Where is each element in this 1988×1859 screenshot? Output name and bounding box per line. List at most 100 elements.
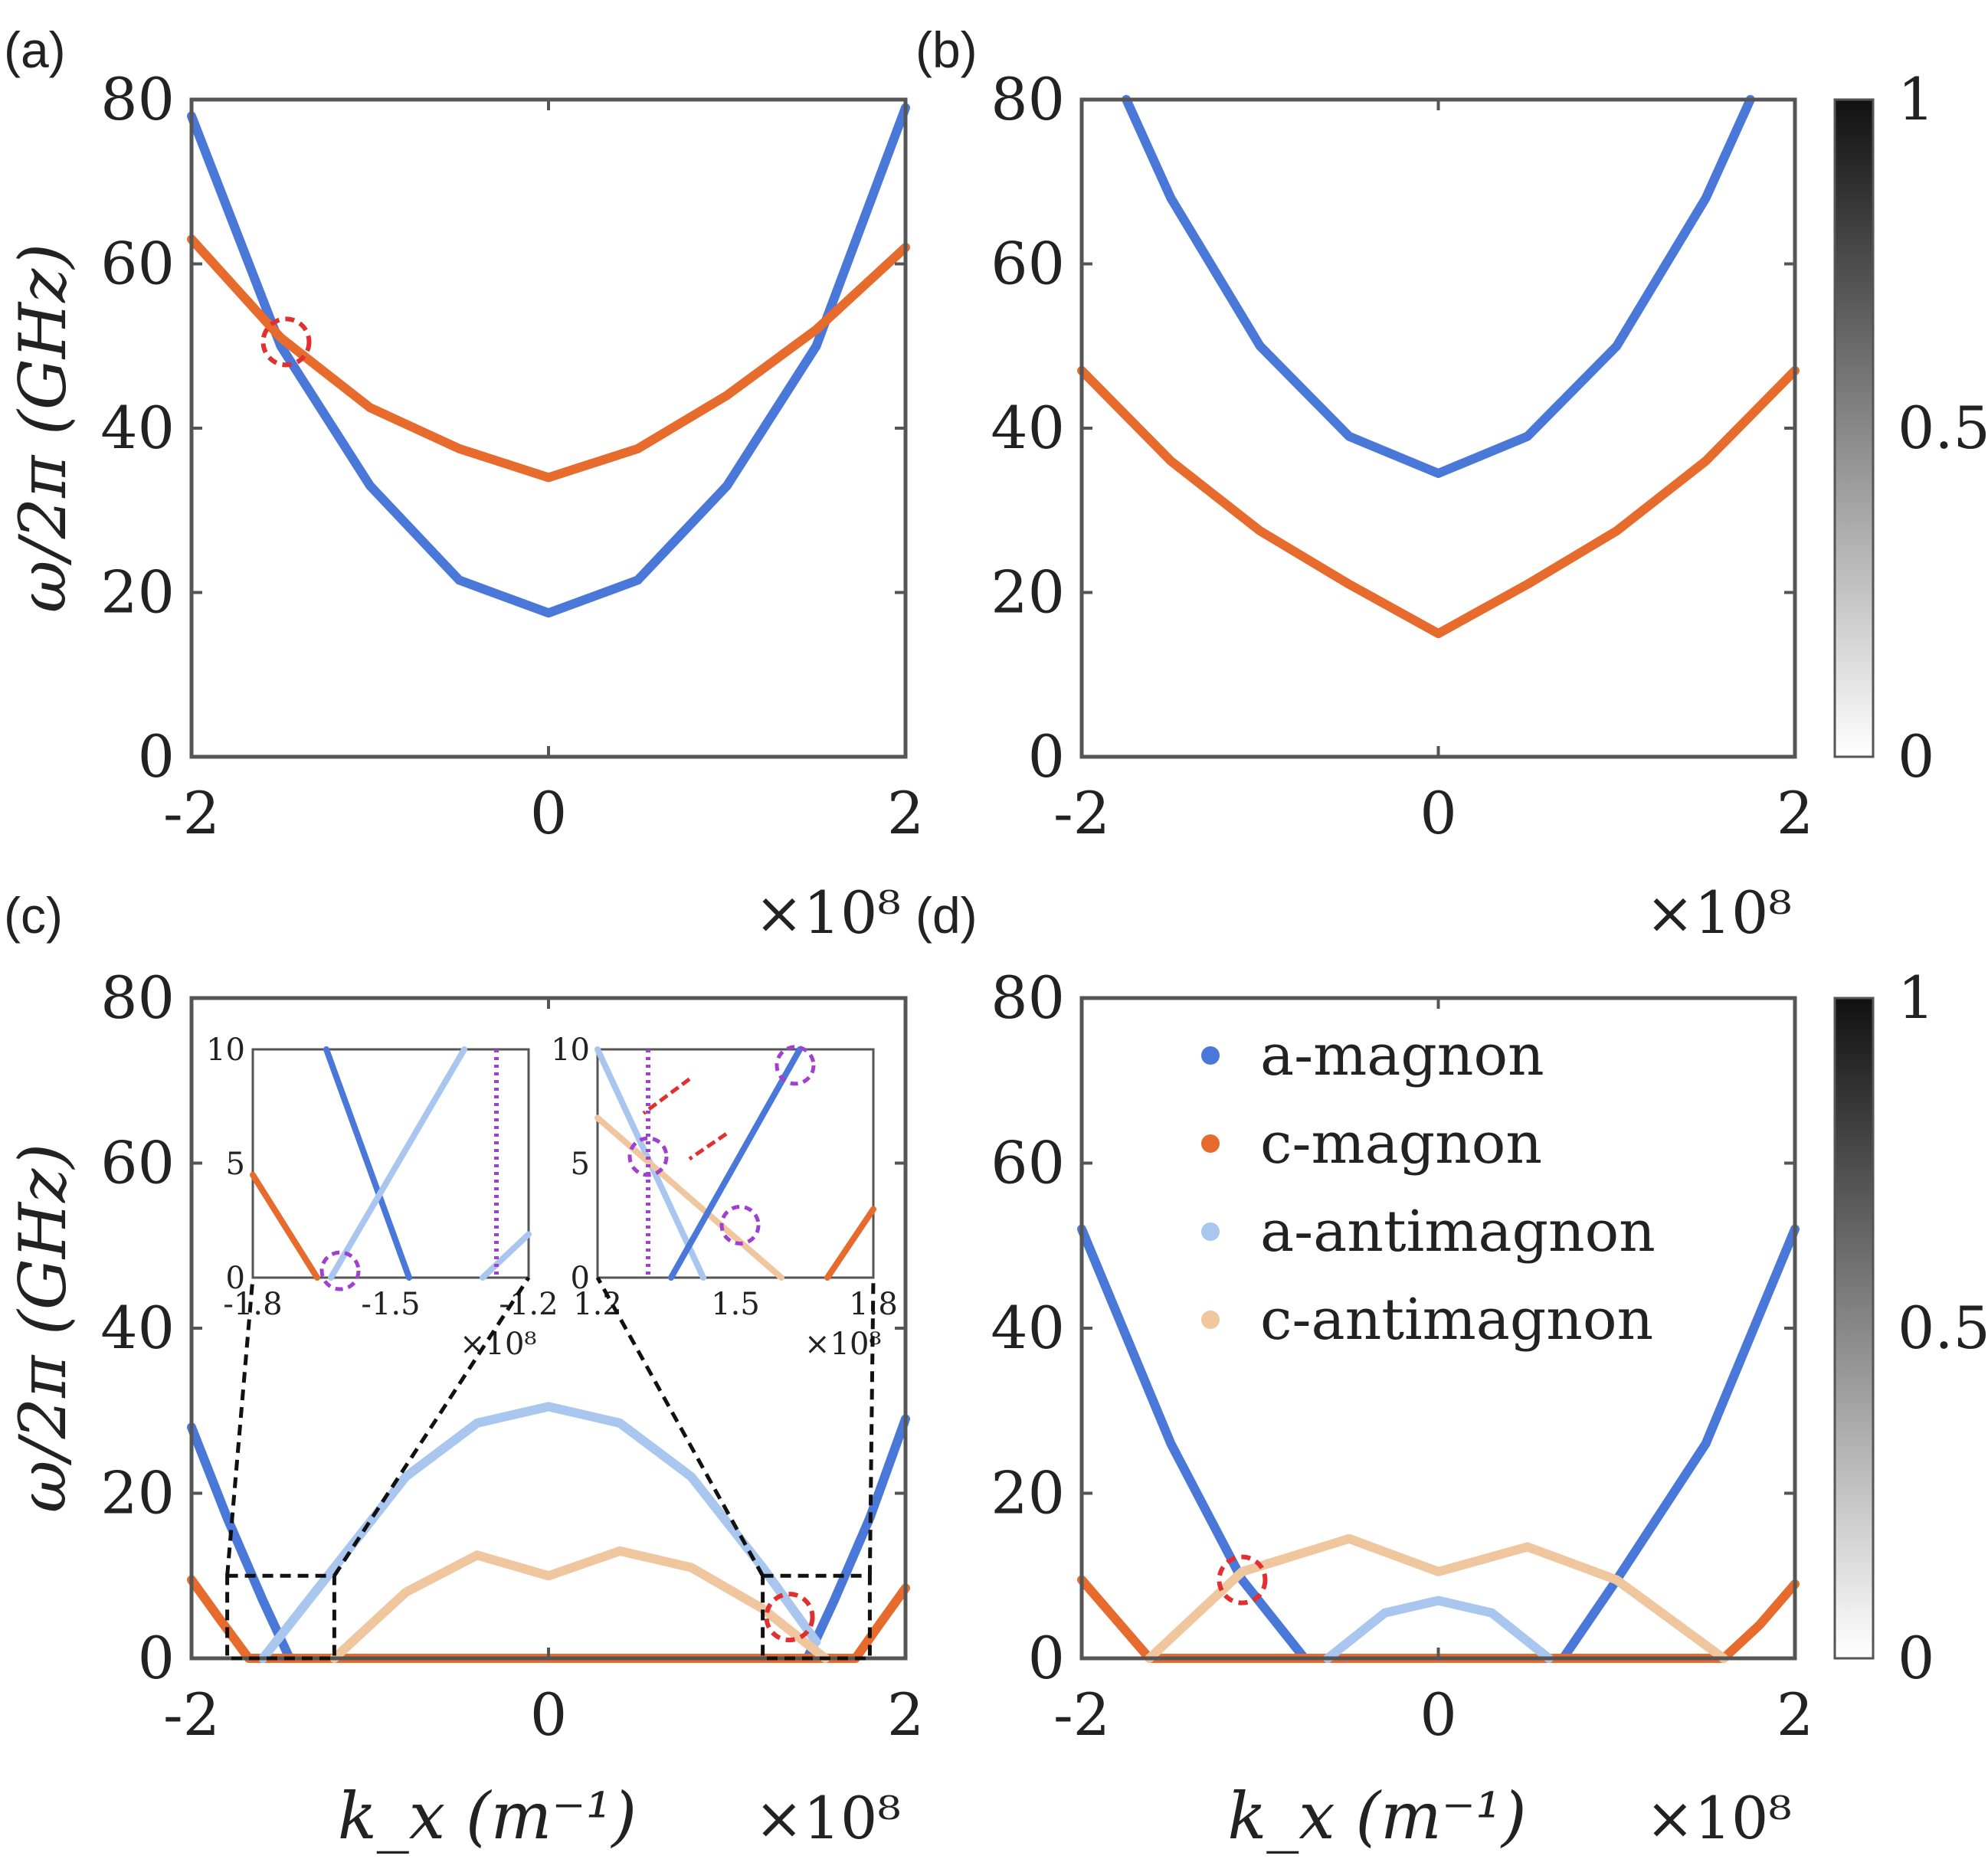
x-tick-label: 0 [530, 779, 567, 847]
legend-marker [1201, 1134, 1220, 1153]
x-tick-label: 0 [1420, 779, 1456, 847]
zoom-connector [225, 1277, 255, 1576]
inset-y-tick-label: 0 [571, 1261, 590, 1296]
panel-label-c: (c) [4, 887, 63, 944]
y-tick-label: 0 [138, 1624, 175, 1692]
inset-highlight-circle [319, 1250, 361, 1291]
inset-y-tick-label: 0 [226, 1261, 245, 1296]
x-multiplier-a: ×10⁸ [755, 879, 901, 947]
y-tick-label: 60 [991, 230, 1065, 298]
series-c-antimagnon-d [1145, 1533, 1728, 1663]
y-tick-label: 80 [991, 65, 1065, 133]
heatmap-background [192, 100, 905, 756]
inset-arrow [642, 1077, 691, 1115]
zoom-region-box [761, 1573, 872, 1661]
heatmap-background [1082, 100, 1794, 756]
crossing-highlight-circle [260, 316, 312, 368]
colorbar-2: 10.50 [1833, 964, 1988, 1692]
panel-label-b: (b) [915, 21, 978, 78]
legend-marker [1201, 1311, 1220, 1329]
inset-highlight-circle [719, 1204, 761, 1245]
x-tick-label: 0 [530, 1681, 567, 1749]
inset-x-multiplier: ×10⁸ [460, 1327, 536, 1362]
colorbar-tick-label: 0 [1898, 1624, 1934, 1692]
x-tick-label: -2 [163, 1681, 220, 1749]
y-tick-label: 60 [991, 1129, 1065, 1197]
colorbar-tick-label: 1 [1898, 65, 1934, 133]
series-c-magnon-b [1077, 365, 1800, 639]
colorbar-1: 10.50 [1833, 65, 1988, 790]
heatmap-background [1082, 999, 1794, 1658]
x-multiplier-d: ×10⁸ [1646, 1784, 1792, 1852]
x-tick-label: 2 [1777, 779, 1813, 847]
y-tick-label: 80 [991, 964, 1065, 1032]
inset-highlight-circle [775, 1045, 816, 1086]
y-tick-label: 20 [991, 558, 1065, 627]
y-tick-label: 20 [100, 558, 175, 627]
series-a-magnon-b [1122, 95, 1755, 478]
inset-series-a-magnon [668, 1046, 803, 1281]
y-tick-label: 40 [991, 394, 1065, 462]
crossing-highlight-circle [1217, 1554, 1268, 1605]
series-c-antimagnon-c [329, 1546, 830, 1663]
inset-series-a-antimagnon [328, 1046, 467, 1281]
zoom-connector [332, 1276, 531, 1577]
y-axis-label-a: ω/2π (GHz) [5, 244, 80, 613]
y-tick-label: 20 [991, 1459, 1065, 1527]
series-c-magnon-a [187, 234, 910, 483]
panel-label-d: (d) [915, 887, 978, 944]
colorbar-tick-label: 0.5 [1898, 394, 1988, 462]
legend-label: c-magnon [1260, 1111, 1542, 1177]
legend-marker [1201, 1046, 1220, 1065]
colorbar-tick-label: 1 [1898, 964, 1934, 1032]
inset-series-c-magnon [250, 1171, 320, 1281]
inset-series-c-antimagnon [594, 1114, 784, 1281]
inset-highlight-circle [627, 1136, 669, 1177]
legend: a-magnon c-magnon a-antimagnon c-antimagnon [1201, 1023, 1656, 1353]
inset-x-multiplier: ×10⁸ [804, 1327, 881, 1362]
inset-series-c-magnon [824, 1206, 876, 1281]
legend-label: c-antimagnon [1260, 1287, 1653, 1353]
x-tick-label: -2 [1053, 1681, 1110, 1749]
y-tick-label: 40 [100, 1294, 175, 1362]
y-tick-label: 0 [138, 722, 175, 790]
x-tick-label: 0 [1420, 1681, 1456, 1749]
colorbar-gradient [1833, 997, 1875, 1660]
x-tick-label: 2 [887, 779, 924, 847]
inset-series-a-antimagnon [480, 1231, 532, 1281]
y-tick-label: 0 [1028, 722, 1065, 790]
y-tick-label: 20 [100, 1459, 175, 1527]
inset-y-tick-label: 5 [226, 1147, 245, 1182]
zoom-connector [595, 1276, 765, 1577]
legend-marker [1201, 1222, 1220, 1241]
inset-y-tick-label: 5 [571, 1147, 590, 1182]
colorbar-gradient [1833, 98, 1875, 758]
x-tick-label: 2 [1777, 1681, 1813, 1749]
crossing-highlight-circle [764, 1592, 815, 1643]
x-multiplier-c: ×10⁸ [755, 1784, 901, 1852]
y-tick-label: 40 [100, 394, 175, 462]
inset-x-tick-label: -1.5 [361, 1287, 420, 1322]
series-a-antimagnon-d [1323, 1596, 1554, 1663]
inset-y-tick-label: 10 [206, 1033, 245, 1068]
colorbar-tick-label: 0 [1898, 722, 1934, 790]
y-tick-label: 60 [100, 230, 175, 298]
y-tick-label: 80 [100, 964, 175, 1032]
inset-x-tick-label: 1.5 [711, 1287, 760, 1322]
zoom-region-box [225, 1573, 336, 1661]
x-axis-label-d: k_x (m⁻¹) [1227, 1779, 1526, 1854]
inset-frame [251, 1048, 530, 1279]
y-axis-label-c: ω/2π (GHz) [5, 1144, 80, 1513]
y-tick-label: 80 [100, 65, 175, 133]
legend-label: a-antimagnon [1260, 1199, 1656, 1265]
legend-label: a-magnon [1260, 1023, 1544, 1088]
series-a-magnon-a [187, 103, 910, 618]
x-tick-label: 2 [887, 1681, 924, 1749]
inset-arrow [688, 1132, 728, 1161]
x-multiplier-b: ×10⁸ [1646, 879, 1792, 947]
